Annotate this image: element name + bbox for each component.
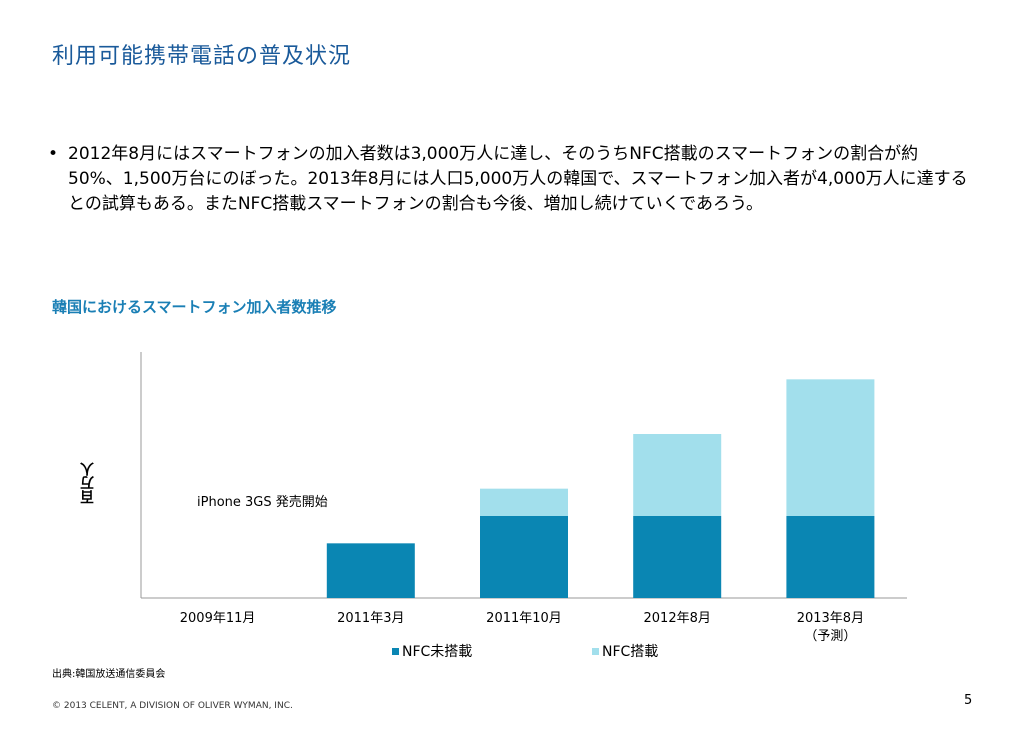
legend-item-nfc-none: NFC未搭載 <box>392 641 472 661</box>
chart-title: 韓国におけるスマートフォン加入者数推移 <box>52 298 337 316</box>
bullet-paragraph: • 2012年8月にはスマートフォンの加入者数は3,000万人に達し、そのうちN… <box>48 142 968 217</box>
bullet-text: 2012年8月にはスマートフォンの加入者数は3,000万人に達し、そのうちNFC… <box>68 144 968 214</box>
chart-annotation: iPhone 3GS 発売開始 <box>197 494 328 510</box>
legend-label-nfc-none: NFC未搭載 <box>402 644 473 660</box>
page-number: 5 <box>964 693 973 708</box>
source-note: 出典:韓国放送通信委員会 <box>52 669 166 680</box>
bullet-marker: • <box>48 144 59 164</box>
x-tick-label-1: 2011年3月 <box>337 611 404 626</box>
bar-nfc-4 <box>786 379 875 516</box>
legend-swatch-nfc-none <box>392 647 399 655</box>
bar-nfc-2 <box>480 488 568 516</box>
page-title: 利用可能携帯電話の普及状況 <box>52 44 352 69</box>
bar-nfc-3 <box>633 434 722 516</box>
bar-nfc-none-2 <box>480 516 568 598</box>
legend-swatch-nfc <box>592 647 599 655</box>
x-tick-label-4: 2013年8月（予測） <box>797 611 864 644</box>
copyright-footer: © 2013 CELENT, A DIVISION OF OLIVER WYMA… <box>52 701 293 711</box>
bar-nfc-none-1 <box>326 543 415 598</box>
legend-item-nfc: NFC搭載 <box>592 641 658 661</box>
x-tick-label-2: 2011年10月 <box>486 611 562 626</box>
bar-nfc-none-4 <box>786 516 875 598</box>
legend-label-nfc: NFC搭載 <box>602 644 659 660</box>
x-tick-label-0: 2009年11月 <box>180 611 256 626</box>
x-tick-label-3: 2012年8月 <box>644 611 711 626</box>
bar-nfc-none-3 <box>633 516 722 598</box>
